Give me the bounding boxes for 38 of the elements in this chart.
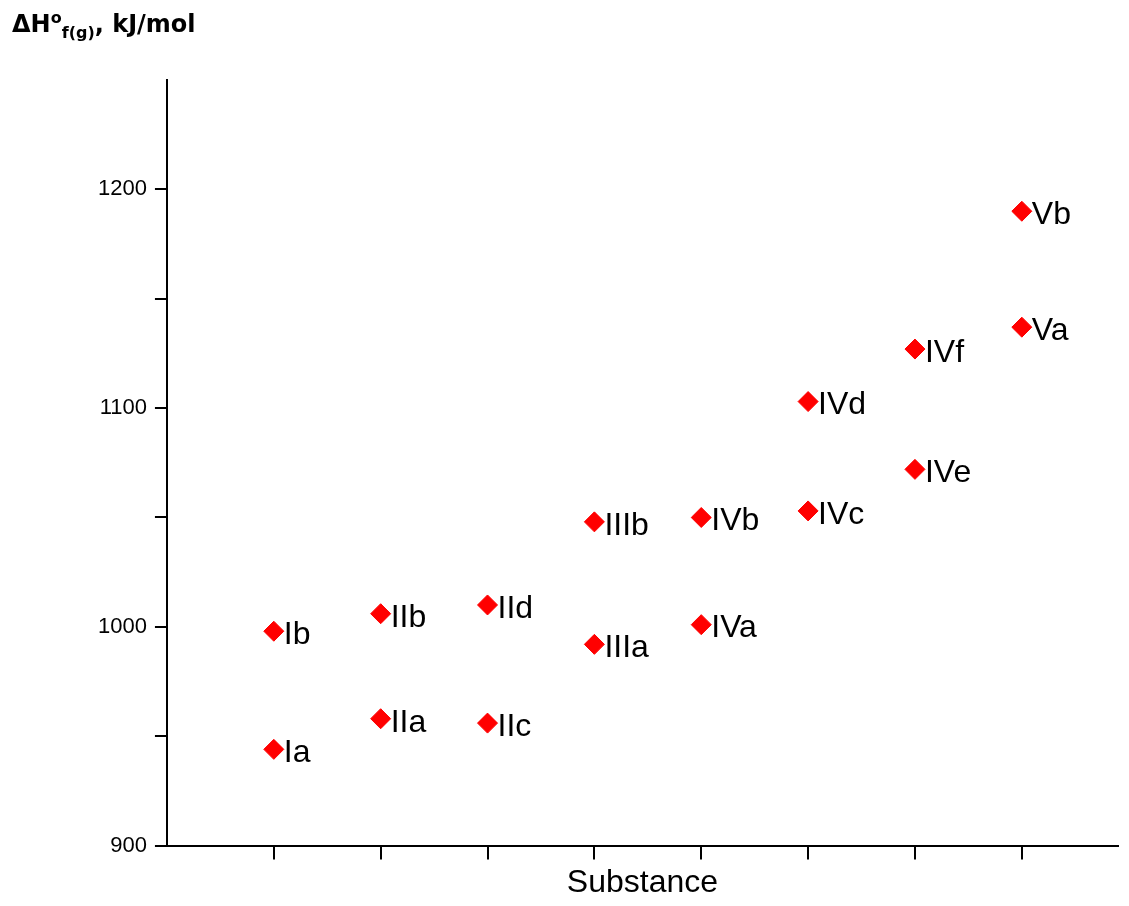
point (797, 391, 819, 413)
point (263, 620, 285, 642)
y-tick-label: 900 (110, 831, 147, 857)
data-label: IVc (818, 494, 865, 531)
data-label: IVe (924, 453, 972, 490)
data-label: IVf (924, 332, 965, 369)
data-label: Ia (283, 733, 311, 770)
y-tick-label: 1000 (97, 612, 147, 638)
point (690, 506, 712, 528)
point (370, 603, 392, 625)
data-label: IVd (818, 385, 867, 422)
point (904, 338, 926, 360)
data-label: IIIa (604, 628, 650, 665)
data-label: IVb (711, 501, 760, 538)
y-tick-label: 1200 (97, 175, 147, 201)
data-label: IIIb (604, 505, 649, 542)
data-label: IIa (390, 702, 427, 739)
x-axis-title: Substance (566, 862, 719, 899)
point (904, 458, 926, 480)
data-label: Vb (1031, 195, 1071, 232)
point (583, 633, 605, 655)
point (690, 614, 712, 636)
point (477, 594, 499, 616)
point (583, 511, 605, 533)
data-label: IId (497, 588, 534, 625)
point (797, 500, 819, 522)
y-tick-label: 1100 (99, 394, 147, 420)
point (1011, 316, 1033, 338)
point (370, 708, 392, 730)
y-axis-title: ΔH$^{o}$$_{f(g)}$, kJ/mol (12, 8, 196, 42)
point (263, 738, 285, 760)
data-label: IIb (390, 597, 427, 634)
point (1011, 200, 1033, 222)
data-label: IVa (711, 608, 758, 645)
point (477, 712, 499, 734)
data-label: Ib (283, 615, 311, 652)
data-label: IIc (497, 706, 532, 743)
data-label: Va (1031, 311, 1069, 348)
